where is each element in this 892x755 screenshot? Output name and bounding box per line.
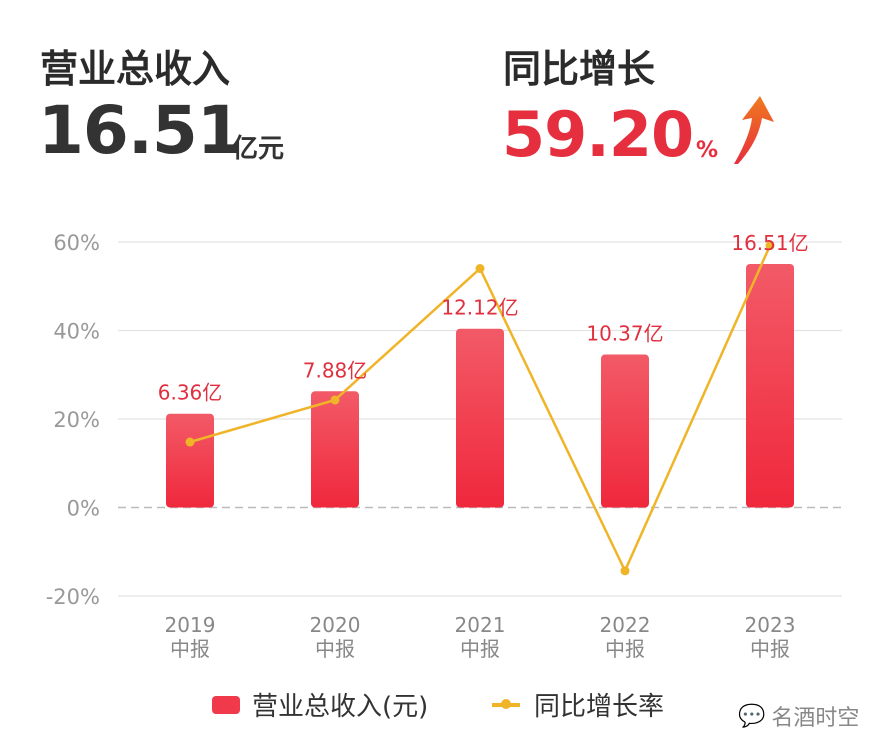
y-tick-label: 20% <box>53 408 100 432</box>
x-tick-label: 中报 <box>170 637 210 661</box>
revenue-unit: 亿元 <box>232 134 285 164</box>
x-tick-label: 2022 <box>600 613 651 637</box>
up-arrow-icon <box>734 96 774 164</box>
growth-point <box>620 566 630 576</box>
bar <box>601 354 649 508</box>
legend-item-revenue[interactable]: 营业总收入(元) <box>212 686 428 723</box>
revenue-value: 16.51 <box>38 92 243 169</box>
growth-point <box>185 437 195 447</box>
growth-value: 59.20 <box>502 98 694 171</box>
bar <box>311 391 359 508</box>
x-tick-label: 中报 <box>460 637 500 661</box>
y-tick-label: 60% <box>53 231 100 255</box>
legend-label: 营业总收入(元) <box>252 692 429 722</box>
x-tick-label: 中报 <box>315 637 355 661</box>
x-tick-label: 中报 <box>605 637 645 661</box>
x-tick-label: 2019 <box>165 613 216 637</box>
bar-data-label: 6.36亿 <box>158 381 223 405</box>
bar-data-label: 12.12亿 <box>441 296 518 320</box>
x-tick-label: 2020 <box>310 613 361 637</box>
growth-title: 同比增长 <box>503 47 656 91</box>
growth-unit: % <box>696 138 719 163</box>
x-tick-label: 2023 <box>745 613 796 637</box>
watermark: 💬 名酒时空 <box>738 700 859 732</box>
bar-data-label: 7.88亿 <box>303 358 368 382</box>
revenue-title: 营业总收入 <box>40 47 231 91</box>
growth-point <box>765 241 775 251</box>
bar-data-label: 16.51亿 <box>731 231 808 255</box>
wechat-icon: 💬 <box>738 703 766 729</box>
growth-point <box>475 264 485 274</box>
bar <box>166 413 214 508</box>
y-tick-label: 40% <box>53 320 100 344</box>
growth-point <box>330 395 340 405</box>
y-tick-label: -20% <box>46 585 100 609</box>
legend-label: 同比增长率 <box>534 692 665 722</box>
legend-line-swatch <box>492 698 520 709</box>
x-tick-label: 2021 <box>455 613 506 637</box>
x-tick-label: 中报 <box>750 637 790 661</box>
y-tick-label: 0% <box>67 497 100 521</box>
legend-bar-swatch <box>212 695 240 714</box>
bar <box>746 263 794 508</box>
bar <box>456 328 504 508</box>
legend-item-growth[interactable]: 同比增长率 <box>492 686 664 723</box>
bar-data-label: 10.37亿 <box>586 322 663 346</box>
watermark-text: 名酒时空 <box>771 706 860 731</box>
